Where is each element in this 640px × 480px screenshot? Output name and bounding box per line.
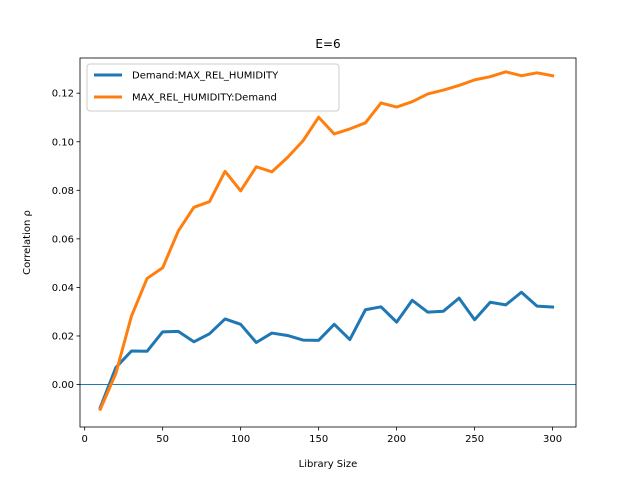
x-tick-label: 200 [387, 434, 406, 445]
legend: Demand:MAX_REL_HUMIDITY MAX_REL_HUMIDITY:… [86, 63, 340, 112]
plot-area [80, 70, 576, 412]
y-tick-label: 0.06 [52, 234, 74, 245]
legend-label-2: MAX_REL_HUMIDITY:Demand [132, 93, 277, 104]
y-axis-label: Correlation ρ [22, 210, 33, 275]
axis-ticks: 0 50 100 150 200 250 300 0.00 0.02 0.04 0.06 0.08 0.… [52, 89, 562, 445]
y-tick-label: 0.00 [52, 380, 74, 391]
y-tick-label: 0.04 [52, 283, 74, 294]
x-tick-label: 250 [465, 434, 484, 445]
series-line-2 [98, 70, 555, 412]
x-tick-label: 300 [543, 434, 562, 445]
x-tick-label: 150 [309, 434, 328, 445]
x-axis-label: Library Size [299, 459, 358, 470]
axes-frame [79, 57, 577, 428]
x-tick-label: 50 [156, 434, 169, 445]
y-tick-label: 0.08 [52, 186, 74, 197]
x-tick-label: 0 [81, 434, 87, 445]
y-tick-label: 0.12 [52, 89, 74, 100]
legend-label-1: Demand:MAX_REL_HUMIDITY [132, 71, 279, 82]
x-tick-label: 100 [231, 434, 250, 445]
y-tick-label: 0.10 [52, 137, 74, 148]
legend-box [86, 63, 340, 112]
chart-title: E=6 [315, 37, 340, 51]
y-tick-label: 0.02 [52, 331, 74, 342]
series-line-1 [98, 290, 555, 410]
